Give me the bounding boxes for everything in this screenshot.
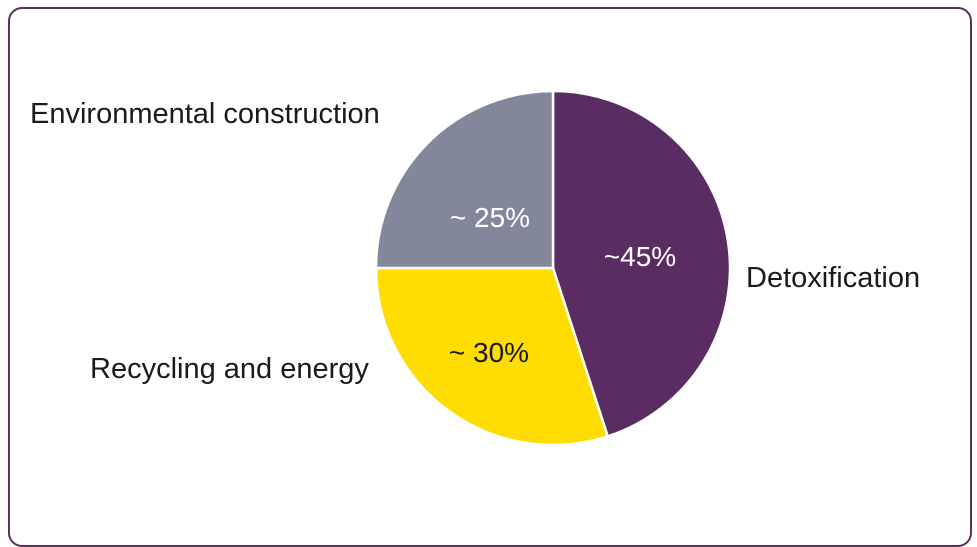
pie-chart: Detoxification Recycling and energy Envi… bbox=[30, 89, 920, 447]
slice-value-environmental-construction: ~ 25% bbox=[450, 202, 530, 233]
slice-value-recycling-and-energy: ~ 30% bbox=[449, 337, 529, 368]
slice-label-environmental-construction: Environmental construction bbox=[30, 98, 380, 130]
pie-slices bbox=[374, 89, 732, 447]
slice-label-recycling-and-energy: Recycling and energy bbox=[90, 353, 369, 385]
slice-value-detoxification: ~45% bbox=[604, 241, 676, 272]
slice-label-detoxification: Detoxification bbox=[746, 262, 920, 294]
pie-slice-detoxification bbox=[551, 89, 732, 438]
pie-slice-environmental-construction bbox=[374, 89, 555, 270]
pie-slice-recycling-and-energy bbox=[374, 266, 610, 447]
